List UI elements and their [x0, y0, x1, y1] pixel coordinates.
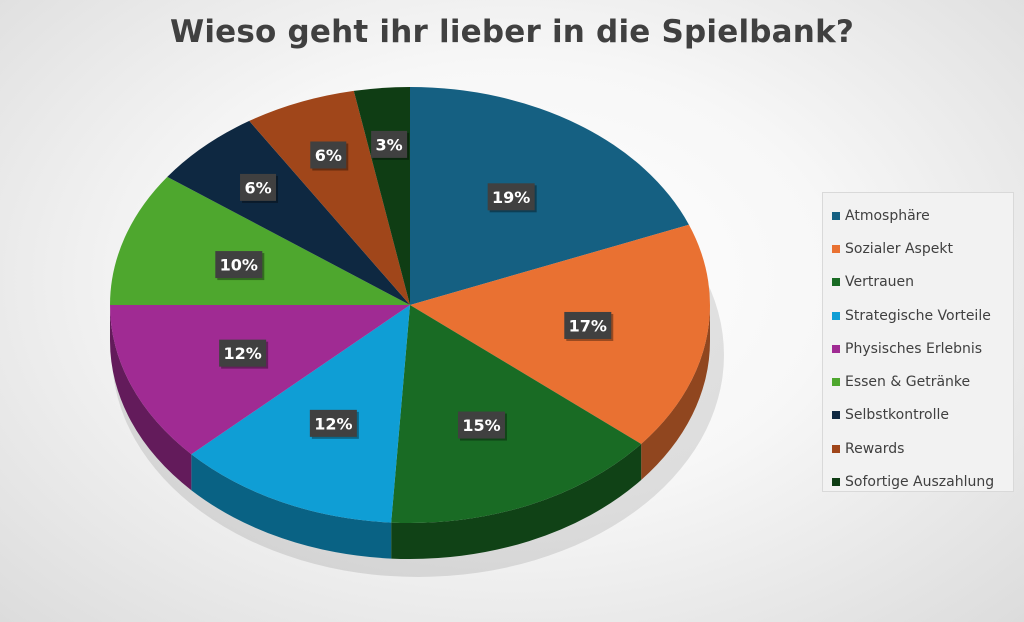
svg-text:6%: 6%: [244, 178, 271, 197]
legend-swatch: [832, 311, 840, 320]
svg-text:3%: 3%: [376, 135, 403, 154]
legend-label: Selbstkontrolle: [845, 407, 950, 424]
legend-item-2: Vertrauen: [823, 266, 1013, 299]
data-label-8: 3%: [371, 130, 410, 160]
legend-item-5: Essen & Getränke: [823, 365, 1013, 398]
svg-text:12%: 12%: [314, 414, 352, 433]
legend-swatch: [832, 378, 840, 387]
data-label-1: 17%: [564, 311, 614, 341]
data-label-6: 6%: [240, 173, 279, 203]
pie-side-3: [191, 454, 392, 559]
legend-swatch: [832, 278, 840, 287]
legend-item-8: Sofortige Auszahlung: [823, 465, 1013, 498]
pie-side-2: [391, 443, 642, 559]
legend-label: Sofortige Auszahlung: [845, 474, 995, 491]
legend-swatch: [832, 444, 840, 453]
data-label-2: 15%: [457, 411, 507, 441]
legend-item-4: Physisches Erlebnis: [823, 332, 1013, 365]
legend-label: Rewards: [845, 440, 905, 457]
legend-label: Vertrauen: [845, 274, 915, 291]
data-label-7: 6%: [310, 141, 349, 171]
pie-side-1: [641, 305, 710, 480]
svg-text:17%: 17%: [569, 316, 607, 335]
svg-text:12%: 12%: [223, 344, 261, 363]
legend-label: Sozialer Aspekt: [845, 240, 953, 257]
legend-swatch: [832, 344, 840, 353]
legend-label: Physisches Erlebnis: [845, 340, 983, 357]
legend-swatch: [832, 478, 840, 487]
svg-text:15%: 15%: [462, 416, 500, 435]
pie-slice-0: [410, 87, 689, 305]
pie-side-4: [110, 305, 192, 491]
legend-item-7: Rewards: [823, 432, 1013, 465]
svg-text:10%: 10%: [220, 256, 258, 275]
pie-slice-3: [191, 305, 410, 523]
legend-item-1: Sozialer Aspekt: [823, 232, 1013, 265]
legend-label: Essen & Getränke: [845, 374, 971, 391]
pie-slice-4: [110, 305, 410, 455]
legend-swatch: [832, 411, 840, 420]
svg-text:6%: 6%: [315, 146, 342, 165]
pie-slice-5: [110, 176, 410, 305]
chart-title: Wieso geht ihr lieber in die Spielbank?: [169, 14, 855, 50]
legend-label: Atmosphäre: [845, 207, 930, 224]
pie-slice-7: [249, 90, 410, 305]
pie-slice-1: [410, 224, 711, 444]
pie-slice-6: [167, 120, 410, 305]
data-label-3: 12%: [309, 409, 359, 439]
pie-slice-2: [391, 305, 642, 524]
data-label-4: 12%: [219, 339, 269, 369]
legend-swatch: [832, 211, 840, 220]
chart-legend: Atmosphäre Sozialer Aspekt Vertrauen Strate…: [822, 192, 1014, 492]
legend-label: Strategische Vorteile: [845, 307, 991, 324]
svg-text:19%: 19%: [492, 188, 530, 207]
legend-item-6: Selbstkontrolle: [823, 399, 1013, 432]
data-label-0: 19%: [487, 183, 537, 213]
legend-swatch: [832, 244, 840, 253]
legend-item-0: Atmosphäre: [823, 199, 1013, 232]
data-label-5: 10%: [215, 251, 265, 281]
legend-item-3: Strategische Vorteile: [823, 299, 1013, 332]
